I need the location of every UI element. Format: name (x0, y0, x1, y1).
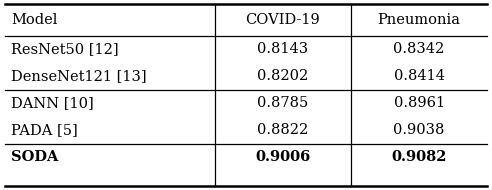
Text: PADA [5]: PADA [5] (11, 123, 78, 137)
Text: 0.9082: 0.9082 (391, 150, 447, 164)
Text: 0.9006: 0.9006 (255, 150, 310, 164)
Text: 0.8202: 0.8202 (257, 69, 308, 83)
Text: DenseNet121 [13]: DenseNet121 [13] (11, 69, 147, 83)
Text: 0.8961: 0.8961 (394, 96, 445, 110)
Text: COVID-19: COVID-19 (246, 13, 320, 27)
Text: 0.8785: 0.8785 (257, 96, 308, 110)
Text: 0.8342: 0.8342 (394, 42, 445, 56)
Text: Model: Model (11, 13, 57, 27)
Text: 0.8822: 0.8822 (257, 123, 308, 137)
Text: 0.9038: 0.9038 (394, 123, 445, 137)
Text: 0.8414: 0.8414 (394, 69, 445, 83)
Text: SODA: SODA (11, 150, 58, 164)
Text: 0.8143: 0.8143 (257, 42, 308, 56)
Text: Pneumonia: Pneumonia (377, 13, 461, 27)
Text: ResNet50 [12]: ResNet50 [12] (11, 42, 119, 56)
Text: DANN [10]: DANN [10] (11, 96, 93, 110)
